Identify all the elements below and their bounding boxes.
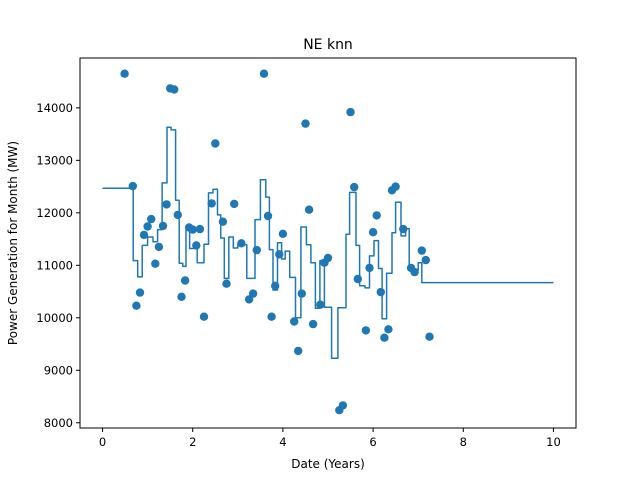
data-point xyxy=(139,230,149,240)
data-point xyxy=(372,211,381,220)
data-point xyxy=(143,222,152,231)
data-point xyxy=(376,287,385,297)
data-point xyxy=(384,325,393,334)
data-point xyxy=(230,199,239,209)
x-tick-label: 4 xyxy=(279,435,286,449)
data-point xyxy=(365,263,374,273)
data-point xyxy=(162,200,171,209)
data-point xyxy=(290,317,299,326)
data-point xyxy=(316,300,325,309)
y-tick-label: 9000 xyxy=(44,363,73,377)
data-point xyxy=(248,289,258,298)
y-axis-ticks: 8000 9000 10000 11000 12000 13000 14000 xyxy=(36,101,80,430)
data-point xyxy=(391,182,400,191)
y-tick-label: 8000 xyxy=(44,416,73,430)
data-point xyxy=(338,401,348,410)
data-point xyxy=(263,211,273,221)
data-layer xyxy=(102,69,554,415)
y-tick-label: 14000 xyxy=(36,101,73,115)
data-point xyxy=(154,242,164,252)
data-point xyxy=(173,210,182,220)
y-tick-label: 11000 xyxy=(36,258,73,272)
data-point xyxy=(308,319,318,329)
data-point xyxy=(222,279,231,288)
data-point xyxy=(188,225,197,234)
data-point xyxy=(135,288,145,297)
data-point xyxy=(195,224,205,234)
data-point xyxy=(380,333,389,342)
data-point xyxy=(361,326,371,335)
y-tick-label: 13000 xyxy=(36,153,73,167)
data-point xyxy=(421,255,430,265)
x-tick-label: 6 xyxy=(369,435,376,449)
y-axis-label: Power Generation for Month (MW) xyxy=(6,141,20,345)
y-tick-label: 10000 xyxy=(36,311,73,325)
data-point xyxy=(353,274,362,284)
data-point xyxy=(410,267,419,277)
data-point xyxy=(151,259,160,268)
knn-prediction-line xyxy=(102,126,554,359)
data-point xyxy=(271,281,280,290)
data-point xyxy=(294,346,303,356)
data-point xyxy=(417,246,426,255)
plot-frame xyxy=(79,57,577,429)
data-point xyxy=(346,107,355,117)
data-point xyxy=(425,332,434,341)
data-point xyxy=(323,253,333,263)
data-point xyxy=(301,119,310,128)
x-tick-label: 0 xyxy=(99,435,106,449)
data-point xyxy=(158,221,168,231)
data-point xyxy=(350,182,359,192)
data-point xyxy=(237,239,246,248)
data-point xyxy=(267,312,276,321)
x-axis-ticks: 0 2 4 6 8 10 xyxy=(99,428,561,449)
data-point xyxy=(304,205,314,214)
data-point xyxy=(207,199,216,208)
data-point xyxy=(275,250,284,259)
x-tick-label: 8 xyxy=(460,435,467,449)
data-point xyxy=(147,214,156,224)
plot-area xyxy=(80,58,576,428)
data-point xyxy=(259,69,269,78)
data-point xyxy=(399,224,408,234)
data-point xyxy=(252,245,261,255)
data-point xyxy=(297,289,306,298)
x-tick-label: 2 xyxy=(189,435,196,449)
data-point xyxy=(218,217,228,226)
data-point xyxy=(170,85,179,94)
data-point xyxy=(211,139,220,148)
data-point xyxy=(278,229,288,238)
data-point xyxy=(128,181,137,191)
chart-title: NE knn xyxy=(303,37,353,53)
data-point xyxy=(132,301,141,310)
data-point xyxy=(368,228,378,237)
data-point xyxy=(192,241,201,250)
x-axis-label: Date (Years) xyxy=(291,457,365,471)
x-tick-label: 10 xyxy=(546,435,561,449)
data-point xyxy=(177,292,186,301)
data-point xyxy=(199,312,209,321)
data-point xyxy=(120,69,129,78)
data-point xyxy=(180,276,190,285)
y-tick-label: 12000 xyxy=(36,206,73,220)
